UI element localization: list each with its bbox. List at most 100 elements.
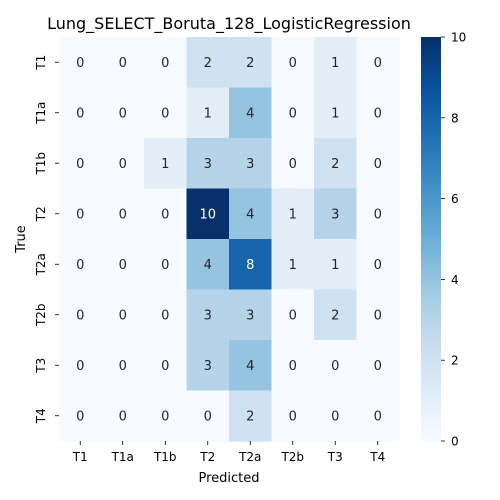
heatmap-cell — [314, 188, 358, 240]
heatmap-cell — [356, 87, 400, 139]
heatmap-cell — [186, 289, 230, 341]
y-tick-label: T4 — [34, 408, 48, 424]
y-axis: T1 T1a T1b T2 T2a T2b T3 T4 — [34, 55, 59, 424]
cell-value-label: 1 — [331, 106, 339, 121]
heatmap-cell — [59, 188, 103, 240]
heatmap-cell — [229, 87, 273, 139]
colorbar — [421, 37, 441, 441]
colorbar-tick-label: 0 — [451, 435, 459, 449]
y-tick-label: T1b — [34, 152, 48, 176]
heatmap-cell — [59, 138, 103, 190]
cell-value-label: 0 — [119, 308, 127, 323]
x-tick-label: T4 — [369, 450, 385, 464]
cell-value-label: 0 — [374, 106, 382, 121]
cell-value-label: 0 — [161, 56, 169, 71]
heatmap-cell — [144, 239, 188, 291]
cell-value-label: 0 — [331, 359, 339, 374]
cell-value-label: 4 — [246, 359, 254, 374]
heatmap-cell — [101, 138, 145, 190]
cell-value-label: 0 — [119, 207, 127, 222]
cell-value-label: 0 — [204, 409, 212, 424]
heatmap-cell — [314, 37, 358, 89]
y-tick-label: T1 — [34, 55, 48, 71]
heatmap-cell — [101, 188, 145, 240]
cell-value-label: 0 — [289, 359, 297, 374]
y-tick-label: T2b — [34, 303, 48, 327]
heatmap-cell — [229, 37, 273, 89]
cell-value-label: 10 — [199, 207, 216, 222]
cell-value-label: 0 — [76, 409, 84, 424]
cell-value-label: 0 — [374, 258, 382, 273]
heatmap-cell — [144, 188, 188, 240]
cell-value-label: 0 — [119, 359, 127, 374]
cell-value-label: 2 — [204, 56, 212, 71]
heatmap-cell — [271, 37, 315, 89]
heatmap-cell — [229, 340, 273, 392]
cell-value-label: 0 — [76, 308, 84, 323]
x-tick-label: T2 — [199, 450, 215, 464]
cell-value-label: 0 — [119, 409, 127, 424]
cell-value-label: 3 — [204, 157, 212, 172]
cell-value-label: 3 — [246, 308, 254, 323]
heatmap-cell — [356, 37, 400, 89]
heatmap-cell — [229, 289, 273, 341]
cell-value-label: 0 — [119, 258, 127, 273]
heatmap-cell — [186, 138, 230, 190]
cell-value-label: 0 — [76, 106, 84, 121]
heatmap-cell — [314, 138, 358, 190]
heatmap-cell — [144, 37, 188, 89]
cell-value-label: 0 — [289, 409, 297, 424]
cell-value-label: 0 — [119, 56, 127, 71]
heatmap-cells: 0 0 0 2 2 0 1 00 0 0 1 4 0 1 00 0 1 3 3 0 2 00 0 0 10 4 1 3 00 0 0 4 8 1 1… — [59, 37, 400, 442]
heatmap-cell — [59, 390, 103, 442]
colorbar-tick-label: 6 — [451, 192, 459, 206]
heatmap-cell — [356, 188, 400, 240]
x-tick-label: T1a — [111, 450, 134, 464]
x-tick-label: T3 — [327, 450, 343, 464]
heatmap-cell — [271, 289, 315, 341]
colorbar-tick-label: 4 — [451, 273, 459, 287]
cell-value-label: 0 — [76, 258, 84, 273]
cell-value-label: 3 — [246, 157, 254, 172]
heatmap-cell — [101, 390, 145, 442]
heatmap-cell — [271, 188, 315, 240]
heatmap-cell — [186, 87, 230, 139]
cell-value-label: 0 — [374, 409, 382, 424]
heatmap-cell — [101, 37, 145, 89]
cell-value-label: 1 — [204, 106, 212, 121]
heatmap-cell — [271, 340, 315, 392]
cell-value-label: 0 — [289, 157, 297, 172]
heatmap-cell — [356, 340, 400, 392]
y-tick-label: T2 — [34, 206, 48, 222]
cell-value-label: 0 — [161, 308, 169, 323]
heatmap-cell — [144, 340, 188, 392]
heatmap-cell — [271, 138, 315, 190]
heatmap-cell — [356, 289, 400, 341]
cell-value-label: 4 — [246, 106, 254, 121]
colorbar-tick-label: 2 — [451, 354, 459, 368]
cell-value-label: 1 — [331, 56, 339, 71]
x-axis-label: Predicted — [198, 471, 259, 486]
x-tick-label: T2b — [280, 450, 304, 464]
heatmap-cell — [144, 138, 188, 190]
heatmap-cell — [59, 239, 103, 291]
x-tick-label: T2a — [238, 450, 261, 464]
cell-value-label: 0 — [331, 409, 339, 424]
y-tick-label: T2a — [34, 253, 48, 276]
cell-value-label: 4 — [246, 207, 254, 222]
heatmap-cell — [229, 239, 273, 291]
cell-value-label: 0 — [161, 258, 169, 273]
cell-value-label: 0 — [289, 106, 297, 121]
heatmap-cell — [314, 289, 358, 341]
colorbar-tick-label: 8 — [451, 111, 459, 125]
cell-value-label: 0 — [119, 106, 127, 121]
heatmap-cell — [229, 188, 273, 240]
cell-value-label: 0 — [161, 207, 169, 222]
cell-value-label: 0 — [374, 157, 382, 172]
cell-value-label: 2 — [246, 409, 254, 424]
heatmap-cell — [356, 390, 400, 442]
cell-value-label: 3 — [204, 308, 212, 323]
heatmap-cell — [186, 340, 230, 392]
cell-value-label: 0 — [374, 308, 382, 323]
cell-value-label: 0 — [76, 56, 84, 71]
